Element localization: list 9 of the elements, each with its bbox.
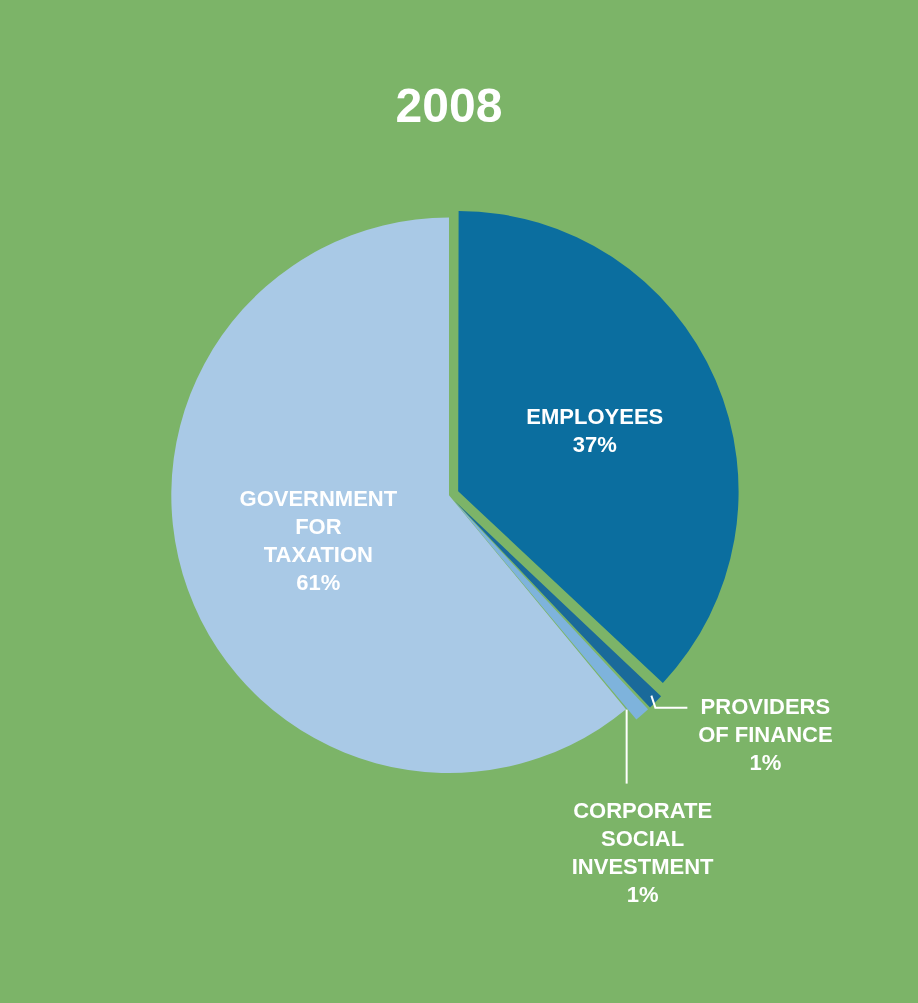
- data-label: 61%: [296, 570, 341, 596]
- slice-label: PROVIDERS OF FINANCE: [698, 693, 833, 747]
- chart-title: 2008: [395, 79, 503, 133]
- slice-label: EMPLOYEES: [526, 404, 664, 430]
- slice-label: CORPORATE SOCIAL INVESTMENT: [571, 797, 715, 879]
- data-label: 1%: [749, 749, 782, 775]
- slice-label: GOVERNMENT FOR TAXATION: [239, 486, 398, 568]
- data-label: 37%: [572, 432, 617, 458]
- data-label: 1%: [626, 881, 659, 907]
